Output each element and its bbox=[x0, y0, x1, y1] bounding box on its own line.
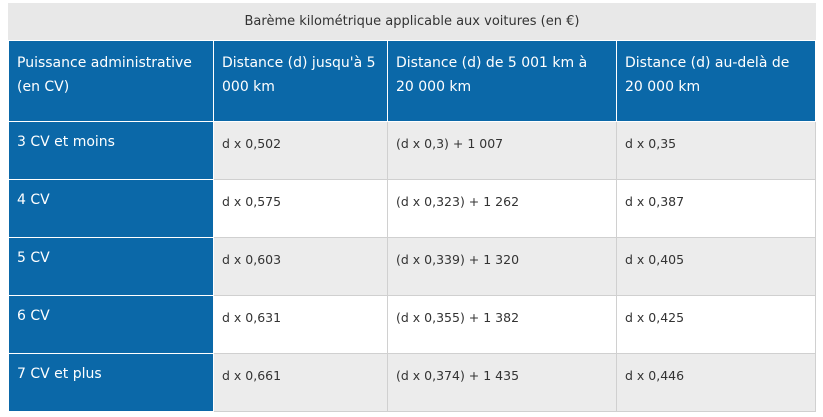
table-cell: d x 0,446 bbox=[616, 353, 816, 412]
table-cell: d x 0,35 bbox=[616, 121, 816, 180]
header-over-20000: Distance (d) au-delà de 20 000 km bbox=[616, 40, 816, 122]
row-header: 4 CV bbox=[8, 179, 214, 238]
row-header: 6 CV bbox=[8, 295, 214, 354]
table-row: 3 CV et moins d x 0,502 (d x 0,3) + 1 007 d… bbox=[8, 121, 816, 180]
table-row: 7 CV et plus d x 0,661 (d x 0,374) + 1 435… bbox=[8, 353, 816, 412]
table-cell: d x 0,575 bbox=[213, 179, 388, 238]
table-cell: (d x 0,374) + 1 435 bbox=[387, 353, 617, 412]
table-cell: (d x 0,355) + 1 382 bbox=[387, 295, 617, 354]
table-cell: (d x 0,3) + 1 007 bbox=[387, 121, 617, 180]
table-cell: (d x 0,323) + 1 262 bbox=[387, 179, 617, 238]
table-cell: d x 0,631 bbox=[213, 295, 388, 354]
table-row: 4 CV d x 0,575 (d x 0,323) + 1 262 d x 0,38… bbox=[8, 179, 816, 238]
table-caption: Barème kilométrique applicable aux voitu… bbox=[8, 3, 816, 40]
table-row: 5 CV d x 0,603 (d x 0,339) + 1 320 d x 0,40… bbox=[8, 237, 816, 296]
table-row: 6 CV d x 0,631 (d x 0,355) + 1 382 d x 0,42… bbox=[8, 295, 816, 354]
table-cell: (d x 0,339) + 1 320 bbox=[387, 237, 617, 296]
table-cell: d x 0,425 bbox=[616, 295, 816, 354]
header-row: Puissance administrative (en CV) Distanc… bbox=[8, 40, 816, 122]
mileage-scale-table: Barème kilométrique applicable aux voitu… bbox=[8, 3, 816, 412]
table-cell: d x 0,387 bbox=[616, 179, 816, 238]
table-cell: d x 0,661 bbox=[213, 353, 388, 412]
header-up-to-5000: Distance (d) jusqu'à 5 000 km bbox=[213, 40, 388, 122]
row-header: 5 CV bbox=[8, 237, 214, 296]
table-cell: d x 0,603 bbox=[213, 237, 388, 296]
row-header: 3 CV et moins bbox=[8, 121, 214, 180]
header-5001-to-20000: Distance (d) de 5 001 km à 20 000 km bbox=[387, 40, 617, 122]
header-power: Puissance administrative (en CV) bbox=[8, 40, 214, 122]
table-cell: d x 0,502 bbox=[213, 121, 388, 180]
row-header: 7 CV et plus bbox=[8, 353, 214, 412]
table-cell: d x 0,405 bbox=[616, 237, 816, 296]
